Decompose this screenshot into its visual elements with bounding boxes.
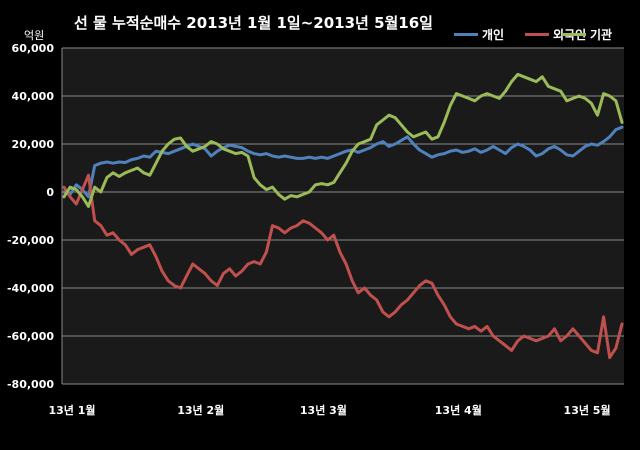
y-tick-label: 60,000 (12, 42, 55, 55)
x-tick-label: 13년 4월 (435, 403, 482, 417)
x-tick-label: 13년 1월 (48, 403, 95, 417)
y-tick-label: 20,000 (12, 138, 55, 151)
plot-area (62, 48, 624, 384)
y-tick-label: 40,000 (12, 90, 55, 103)
y-tick-label: 0 (46, 186, 54, 199)
y-tick-label: -40,000 (7, 282, 54, 295)
grid-lines (62, 47, 624, 385)
x-tick-label: 13년 3월 (300, 403, 347, 417)
y-axis-unit-label: 억원 (24, 29, 45, 42)
chart-title: 선 물 누적순매수 2013년 1월 1일~2013년 5월16일 (74, 14, 433, 32)
legend-label: 기관 (590, 28, 613, 42)
y-tick-label: -60,000 (7, 330, 54, 343)
legend-swatch (562, 33, 586, 36)
series-line-외국인 (62, 173, 624, 360)
series-lines (62, 72, 624, 360)
legend-item: 기관 (562, 26, 612, 43)
legend-item: 개인 (454, 26, 504, 43)
legend-label: 개인 (482, 28, 505, 42)
series-line-개인 (62, 125, 624, 199)
x-axis: 13년 1월 13년 2월 13년 3월 13년 4월 13년 5월 (48, 403, 610, 417)
y-tick-label: -80,000 (7, 378, 54, 391)
x-tick-label: 13년 5월 (564, 403, 611, 417)
x-tick-label: 13년 2월 (177, 403, 224, 417)
legend-swatch (454, 33, 478, 36)
series-line-기관 (62, 72, 624, 208)
legend-swatch (525, 33, 549, 36)
y-axis: 60,000 40,000 20,000 0 -20,000 -40,000 -60,000… (7, 42, 63, 391)
y-tick-label: -20,000 (7, 234, 54, 247)
